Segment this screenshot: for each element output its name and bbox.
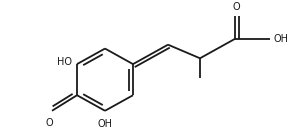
Text: HO: HO [57,57,72,67]
Text: OH: OH [98,119,113,129]
Text: O: O [45,118,53,128]
Text: O: O [233,2,240,12]
Text: OH: OH [273,34,288,44]
